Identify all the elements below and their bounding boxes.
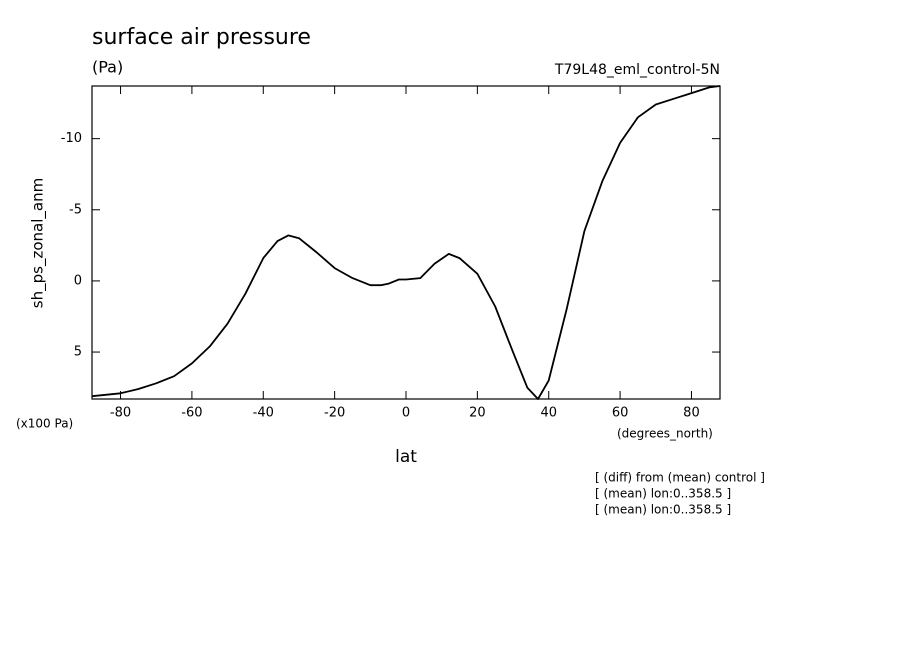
y-scale-note: (x100 Pa) xyxy=(16,417,73,431)
x-tick-label: 0 xyxy=(402,406,410,421)
y-tick-label: -10 xyxy=(61,131,82,146)
note: [ (mean) lon:0..358.5 ] xyxy=(595,503,731,517)
x-tick-label: -20 xyxy=(324,406,345,421)
x-tick-label: -60 xyxy=(181,406,202,421)
plot-frame xyxy=(91,85,721,400)
y-tick-label: 0 xyxy=(74,273,82,288)
x-axis-label: lat xyxy=(395,447,417,467)
y-axis-label: sh_ps_zonal_anm xyxy=(29,178,48,308)
y-tick-label: 5 xyxy=(74,345,82,360)
units: (Pa) xyxy=(92,58,123,77)
x-tick-label: 60 xyxy=(612,406,629,421)
y-tick-label: -5 xyxy=(69,202,82,217)
line xyxy=(91,85,721,400)
experiment: T79L48_eml_control-5N xyxy=(554,62,720,78)
x-tick-label: 20 xyxy=(469,406,486,421)
x-units: (degrees_north) xyxy=(617,427,713,441)
chart-title: surface air pressure xyxy=(92,25,311,50)
note: [ (mean) lon:0..358.5 ] xyxy=(595,487,731,501)
x-tick-label: 40 xyxy=(540,406,557,421)
x-tick-label: -80 xyxy=(110,406,131,421)
note: [ (diff) from (mean) control ] xyxy=(595,471,765,485)
x-tick-label: 80 xyxy=(683,406,700,421)
x-tick-label: -40 xyxy=(253,406,274,421)
